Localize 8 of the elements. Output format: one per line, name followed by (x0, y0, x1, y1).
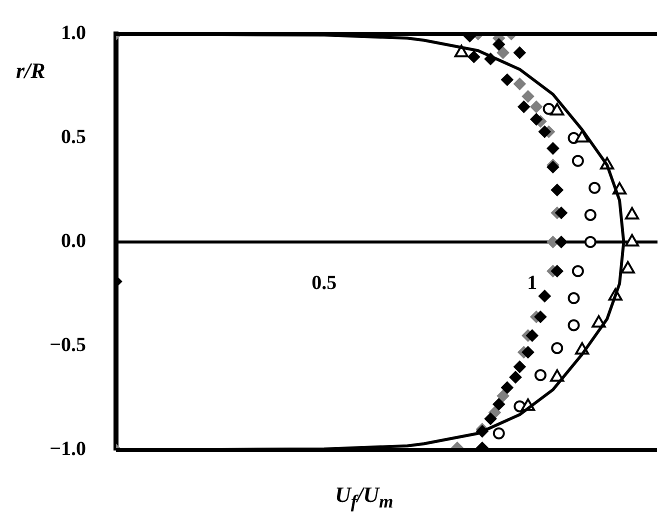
y-tick-label: 1.0 (61, 22, 86, 44)
y-tick-label: −1.0 (50, 438, 86, 460)
y-axis-title: r/R (16, 58, 46, 84)
y-tick-label: 0.0 (61, 230, 86, 252)
x-tick-label: 1 (527, 272, 538, 294)
y-tick-label: 0.5 (61, 126, 86, 148)
y-tick-label: −0.5 (50, 334, 86, 356)
x-axis-title: U$_{f}$/U$_{m}$ (335, 482, 394, 512)
